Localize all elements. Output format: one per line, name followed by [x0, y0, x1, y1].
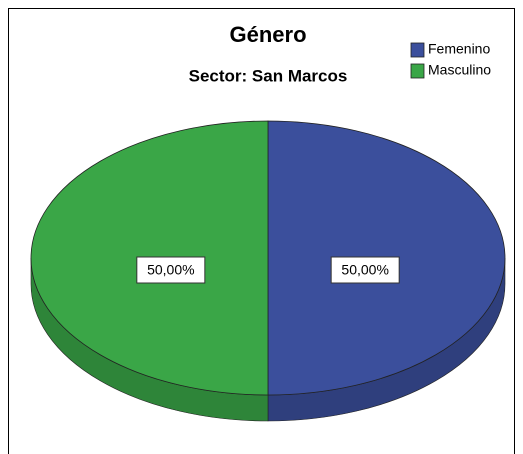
chart-subtitle: Sector: San Marcos — [189, 66, 348, 85]
data-label: 50,00% — [341, 262, 388, 278]
pie: 50,00% 50,00% — [30, 120, 506, 422]
legend-label: Masculino — [428, 62, 491, 78]
legend: Femenino Masculino — [410, 41, 491, 79]
legend-swatch — [410, 63, 425, 79]
label-box — [330, 256, 400, 284]
legend-swatch — [410, 42, 425, 58]
label-box — [136, 256, 206, 284]
data-label: 50,00% — [147, 262, 194, 278]
frame — [8, 8, 515, 454]
legend-label: Femenino — [428, 41, 490, 57]
chart-title: Género — [229, 22, 306, 47]
